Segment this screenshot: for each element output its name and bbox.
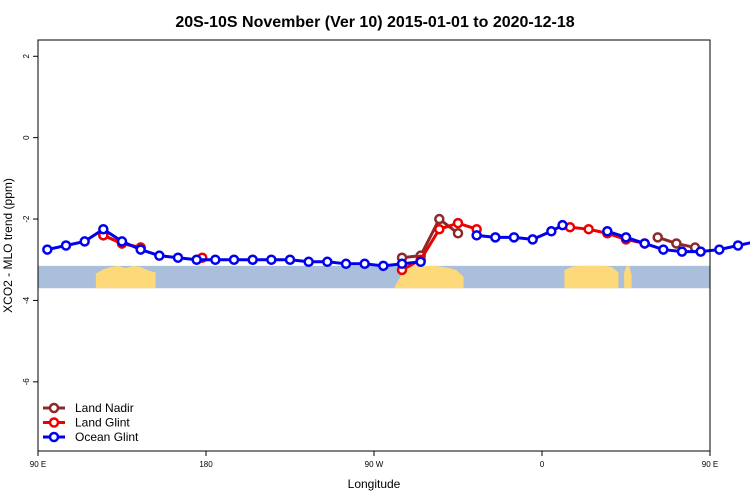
y-tick-label: 2 (22, 54, 31, 59)
legend-item: Land Nadir (43, 401, 134, 415)
ocean-band (38, 265, 710, 289)
x-tick-label: 180 (199, 460, 213, 469)
data-point (602, 226, 613, 237)
series-ocean-glint (42, 219, 750, 272)
data-point (247, 254, 258, 265)
data-point (172, 252, 184, 263)
legend-swatch-marker (48, 431, 60, 443)
x-tick-label: 90 W (365, 460, 384, 469)
data-point (639, 238, 650, 249)
data-point (452, 228, 464, 239)
legend-swatch-marker (48, 417, 60, 428)
data-point (620, 232, 632, 243)
legend-label: Ocean Glint (75, 430, 139, 444)
data-point (583, 223, 594, 235)
land-south-america (394, 265, 464, 289)
legend-label: Land Nadir (75, 401, 134, 415)
data-point (359, 258, 370, 270)
legend-item: Ocean Glint (43, 430, 139, 444)
data-point (378, 260, 389, 272)
data-point (658, 244, 669, 255)
data-point (452, 217, 464, 229)
x-tick-label: 90 E (30, 460, 46, 469)
legend-swatch-marker (48, 402, 60, 414)
y-tick-label: 0 (22, 135, 31, 140)
x-tick-label: 0 (540, 460, 545, 469)
data-point (415, 256, 426, 268)
data-point (434, 223, 445, 235)
x-axis-label: Longitude (348, 477, 401, 491)
data-point (228, 254, 240, 265)
data-point (490, 232, 501, 243)
y-tick-label: -6 (22, 378, 31, 386)
data-point (154, 250, 165, 261)
legend-label: Land Glint (75, 416, 130, 430)
land-australia (95, 265, 156, 289)
data-point (98, 223, 109, 235)
y-tick-label: -2 (22, 215, 31, 223)
data-point (60, 240, 72, 251)
data-point (546, 226, 557, 237)
data-point (714, 244, 725, 255)
chart-title: 20S-10S November (Ver 10) 2015-01-01 to … (175, 14, 574, 31)
data-point (116, 236, 128, 247)
data-point (42, 244, 53, 255)
data-point (434, 213, 445, 225)
data-point (135, 244, 146, 255)
data-point (557, 219, 568, 231)
data-point (508, 232, 520, 243)
data-point (471, 230, 482, 241)
data-point (79, 236, 90, 247)
data-point (732, 240, 744, 251)
data-point (527, 234, 538, 245)
x-tick-label: 90 E (702, 460, 718, 469)
series-layer (42, 213, 750, 276)
x-axis: 90 E 180 90 W 0 90 E (30, 451, 718, 469)
data-point (671, 238, 682, 249)
data-point (303, 256, 314, 268)
data-point (676, 246, 688, 257)
land-africa (564, 265, 619, 289)
data-point (340, 258, 352, 270)
data-point (210, 254, 221, 265)
legend-item: Land Glint (43, 416, 130, 430)
land-ocean-band (38, 265, 710, 289)
data-point (396, 258, 408, 270)
data-point (652, 232, 663, 243)
y-axis: 2 0 -2 -4 -6 (22, 54, 38, 386)
y-axis-label: XCO2 - MLO trend (ppm) (1, 178, 15, 313)
data-point (266, 254, 277, 265)
data-point (322, 256, 333, 268)
series-land-nadir (98, 213, 701, 263)
data-point (284, 254, 296, 265)
data-point (695, 246, 706, 257)
data-point (191, 254, 202, 265)
land-madagascar (624, 265, 632, 289)
y-tick-label: -4 (22, 296, 31, 304)
